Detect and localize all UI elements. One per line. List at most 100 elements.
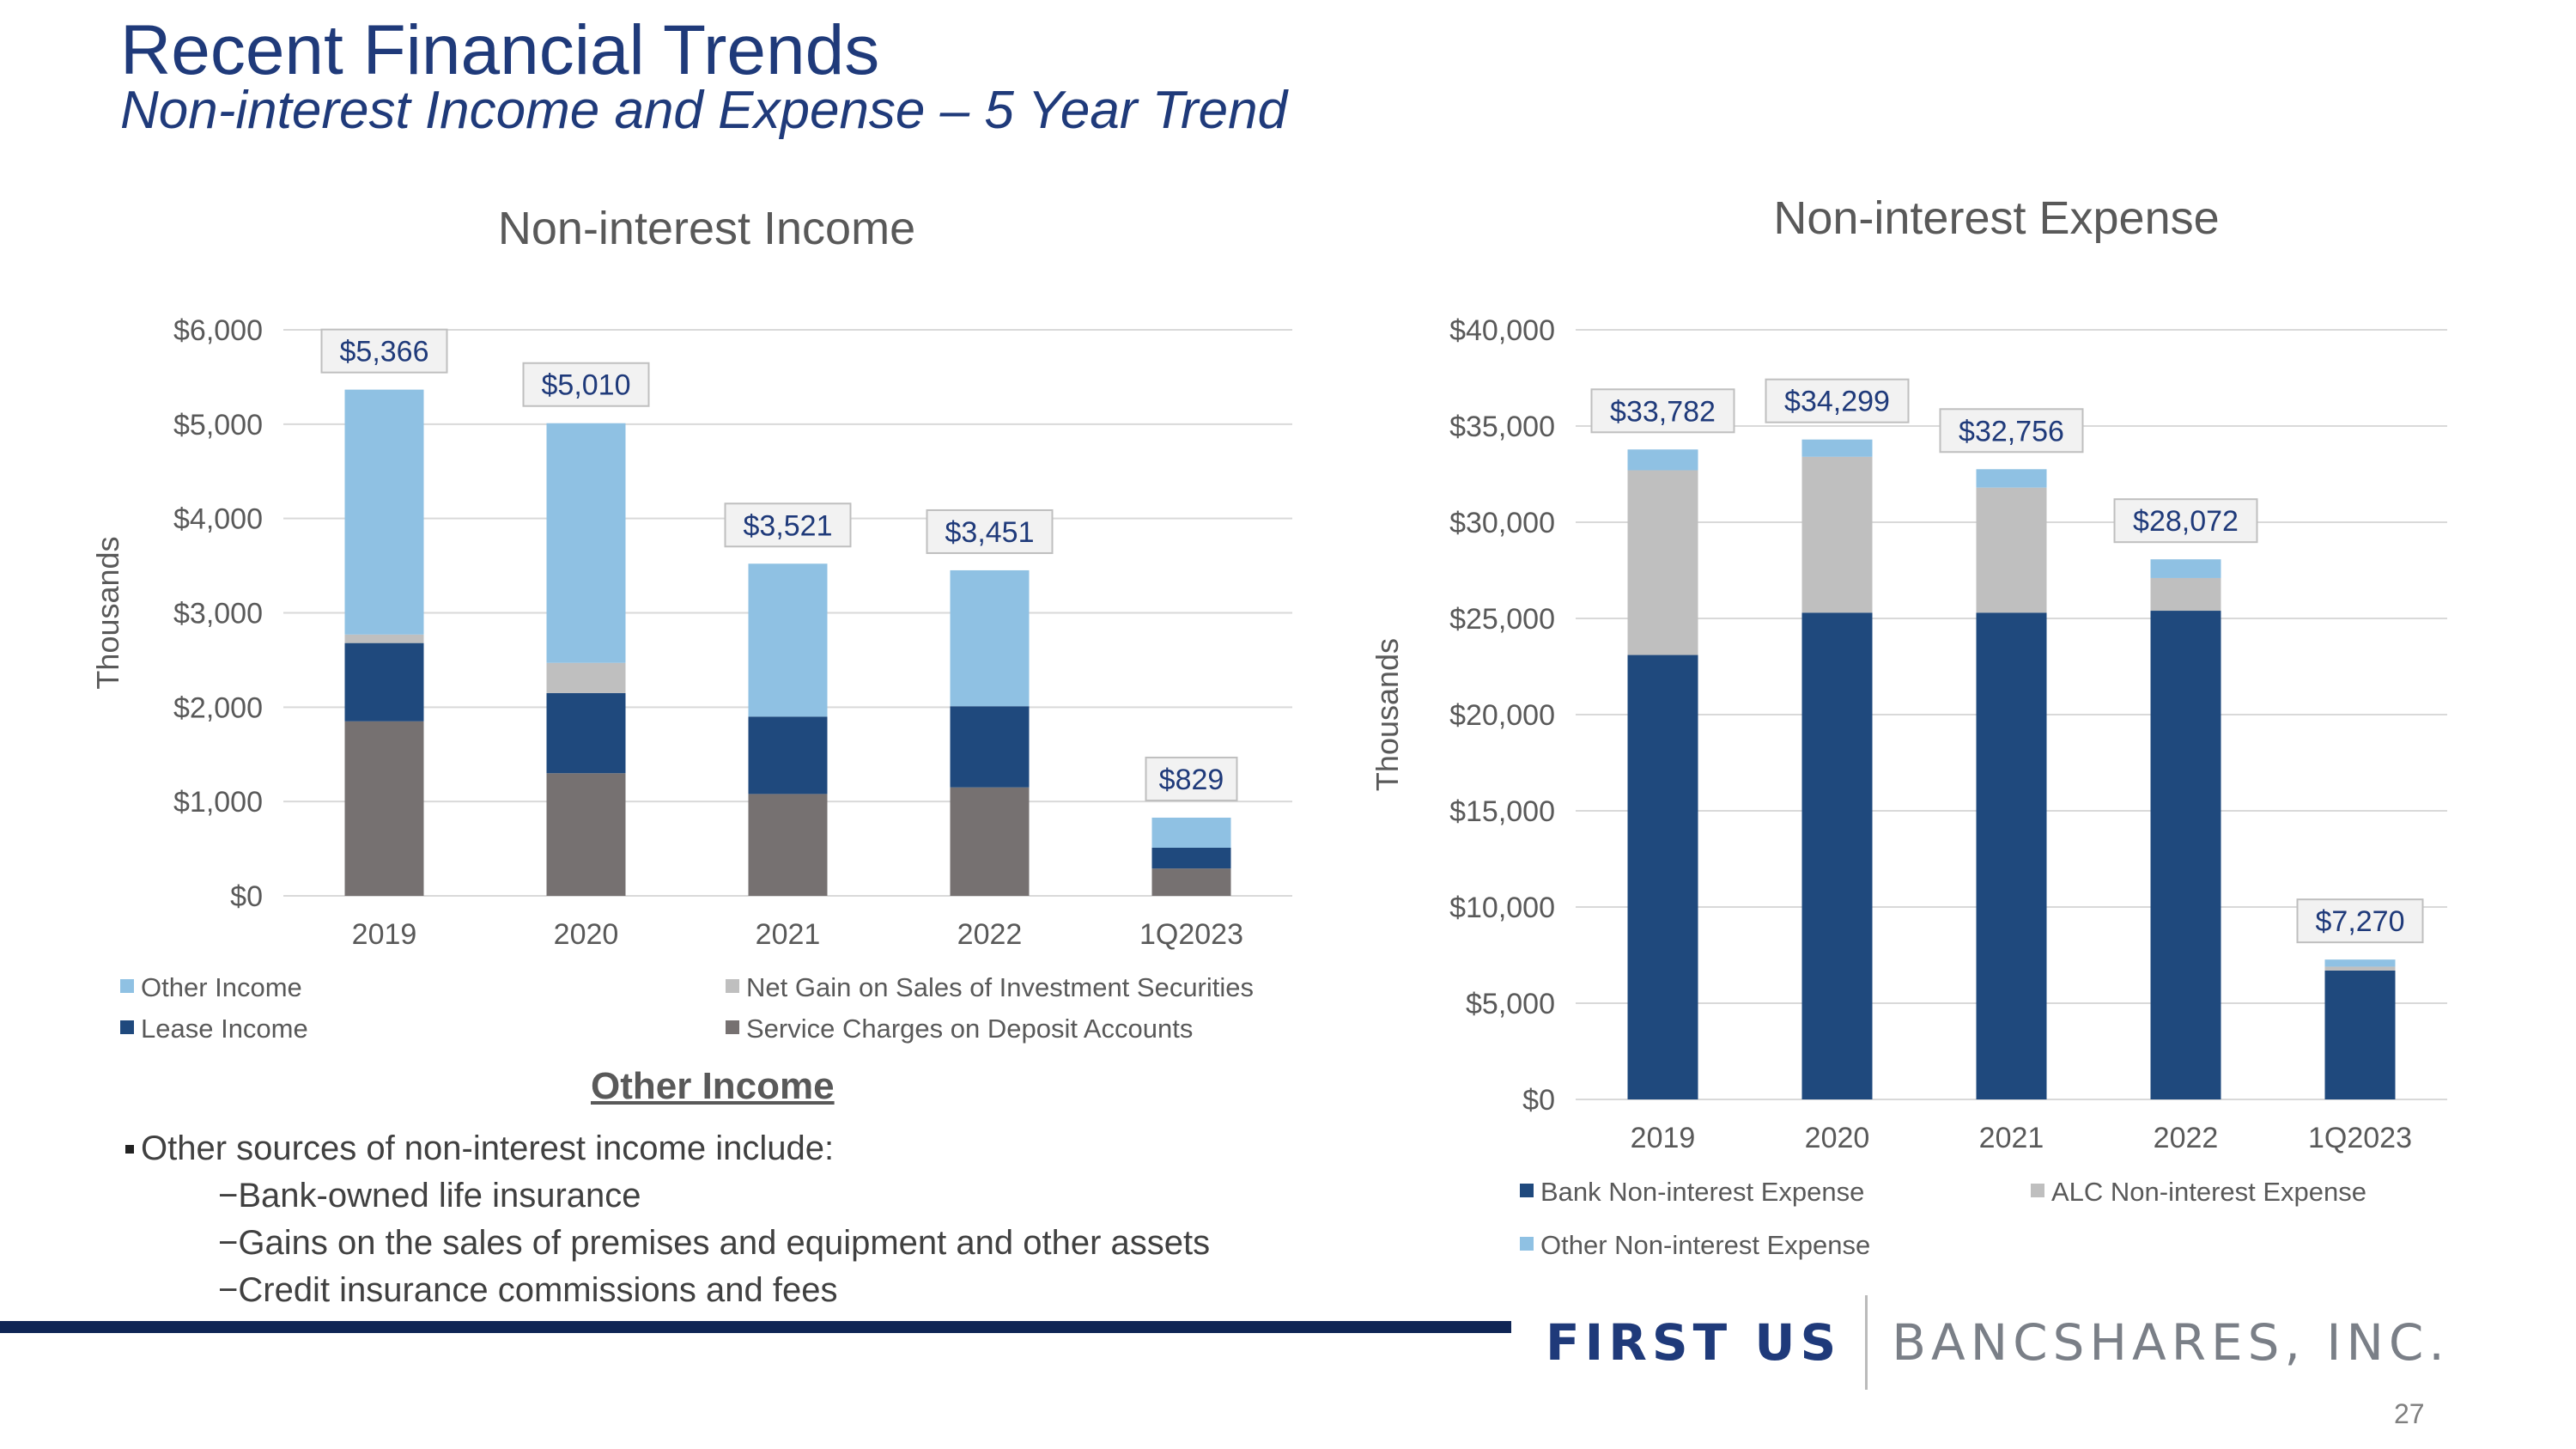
bar-segment [1627,449,1698,471]
data-label: $5,010 [542,369,631,402]
bar-segment [2324,959,2396,967]
data-label-box [1939,408,2084,454]
data-label: $34,299 [1784,386,1890,418]
legend-label: Lease Income [141,1014,308,1044]
bar-segment [748,794,828,896]
legend-swatch [120,979,134,993]
legend-label: Other Non-interest Expense [1540,1230,1870,1260]
x-tick-label: 2020 [554,918,619,951]
bar-segment [950,706,1030,788]
other-income-notes: Other sources of non-interest income inc… [125,1125,1413,1314]
page-number: 27 [2394,1398,2425,1429]
other-income-heading: Other Income [591,1065,835,1107]
data-label-box [1765,378,1910,423]
data-label: $3,521 [744,509,833,542]
data-label: $32,756 [1959,415,2064,447]
chart-title: Non-interest Expense [1773,192,2219,244]
footer-divider [0,1321,1511,1333]
y-tick-label: $1,000 [173,786,263,819]
y-tick-label: $3,000 [173,598,263,630]
bar-segment [1801,456,1873,613]
bar-segment [546,423,626,663]
bar-segment [344,389,424,635]
bullet-icon [125,1144,134,1154]
bar-segment [1976,487,2047,613]
bar-segment [1976,469,2047,488]
x-tick-label: 1Q2023 [1139,918,1243,951]
bar-segment [2150,611,2221,1099]
data-label: $7,270 [2316,905,2405,938]
legend-swatch [120,1020,134,1034]
legend-swatch [1520,1184,1534,1197]
bar-segment [546,662,626,693]
data-label: $28,072 [2133,505,2239,538]
x-tick-label: 2022 [957,918,1023,951]
y-tick-label: $30,000 [1449,507,1555,539]
data-label-box [1590,388,1735,434]
legend-label: Service Charges on Deposit Accounts [746,1014,1193,1044]
bar-segment [546,692,626,774]
legend-label: ALC Non-interest Expense [2051,1177,2366,1207]
y-tick-label: $25,000 [1449,603,1555,636]
data-label: $5,366 [340,336,429,368]
y-tick-label: $40,000 [1449,314,1555,347]
x-tick-label: 2020 [1805,1122,1870,1154]
y-tick-label: $0 [1522,1084,1555,1117]
data-label: $3,451 [945,516,1035,549]
bar-segment [950,787,1030,896]
company-logo: FIRST US BANCSHARES, INC. [1546,1295,2450,1390]
bar-segment [1627,654,1698,1099]
bar-segment [546,773,626,896]
y-tick-label: $5,000 [173,409,263,441]
bar-segment [1151,868,1231,896]
y-tick-label: $35,000 [1449,411,1555,443]
notes-intro-text: Other sources of non-interest income inc… [141,1129,835,1167]
notes-item: −Gains on the sales of premises and equi… [218,1224,1211,1262]
x-tick-label: 2019 [1631,1122,1696,1154]
bar-segment [1627,470,1698,655]
data-label-box [724,502,852,548]
legend-label: Other Income [141,972,302,1002]
logo-separator [1865,1295,1868,1390]
bar-segment [1151,847,1231,869]
data-label: $33,782 [1610,395,1716,428]
bar-segment [1151,817,1231,848]
page-title: Recent Financial Trends [120,11,880,89]
y-axis-title: Thousands [90,536,125,689]
data-label-box [926,508,1054,554]
notes-intro: Other sources of non-interest income inc… [125,1125,1413,1172]
non-interest-expense-chart: Non-interest Expense $0 $5,000 $10,000 $15,0… [1370,192,2447,1260]
y-tick-label: $20,000 [1449,699,1555,732]
logo-first-us: FIRST US [1546,1313,1842,1372]
bar-segment [748,716,828,795]
bar-segment [1976,612,2047,1099]
y-tick-label: $10,000 [1449,892,1555,924]
x-tick-label: 1Q2023 [2308,1122,2412,1154]
data-label-box [1145,756,1238,801]
bar-segment [2150,559,2221,578]
data-label-box [522,362,650,407]
notes-item: −Credit insurance commissions and fees [218,1271,838,1309]
logo-bancshares: BANCSHARES, INC. [1892,1313,2450,1372]
x-tick-label: 2022 [2154,1122,2219,1154]
y-tick-label: $15,000 [1449,795,1555,828]
non-interest-income-chart: Non-interest Income $0 $1,000 $2,000 $3,000 $… [90,203,1292,1044]
bar-segment [1801,439,1873,457]
legend-swatch [1520,1237,1534,1251]
legend-label: Bank Non-interest Expense [1540,1177,1864,1207]
page-subtitle: Non-interest Income and Expense – 5 Year… [120,81,1288,140]
bar-segment [1801,612,1873,1099]
data-label-box [2296,898,2424,944]
bar-segment [950,569,1030,707]
y-tick-label: $2,000 [173,691,263,724]
bar-segment [344,721,424,896]
data-label: $829 [1159,764,1224,796]
legend-swatch [726,1020,739,1034]
notes-item: −Bank-owned life insurance [218,1177,641,1215]
chart-title: Non-interest Income [498,203,915,254]
legend-swatch [726,979,739,993]
bar-segment [2324,970,2396,1099]
bar-segment [344,634,424,643]
bar-segment [748,563,828,717]
bar-segment [2324,966,2396,971]
